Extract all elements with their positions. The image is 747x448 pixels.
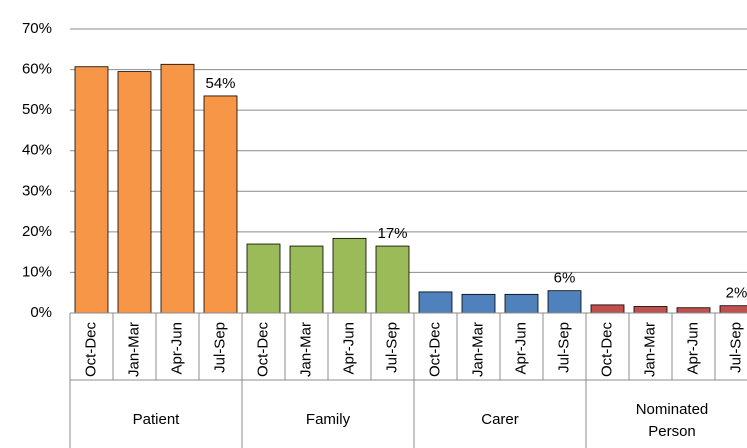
bar [332,237,367,314]
x-tick-label: Jan-Mar [641,322,658,377]
x-tick-label: Oct-Dec [82,322,99,378]
x-tick-label: Jul-Sep [555,322,572,373]
bar [117,71,152,314]
bar [74,66,109,314]
y-tick-label: 10% [22,263,52,280]
bar [160,63,195,314]
bar [633,306,668,314]
bar [375,245,410,314]
group-label-line: Person [648,423,696,440]
x-tick-label: Apr-Jun [340,322,357,375]
y-tick-label: 60% [22,61,52,78]
bar [504,293,539,314]
bar [719,305,747,314]
x-tick-label: Apr-Jun [512,322,529,375]
group-label: Carer [481,411,519,428]
y-tick-label: 0% [30,304,52,321]
group-label: Family [306,411,351,428]
data-label: 17% [377,225,407,242]
bar [547,290,582,314]
bar [676,307,711,314]
y-tick-label: 70% [22,20,52,37]
x-tick-label: Jul-Sep [727,322,744,373]
y-tick-label: 50% [22,101,52,118]
x-tick-label: Oct-Dec [598,322,615,378]
x-tick-label: Jul-Sep [211,322,228,373]
x-tick-label: Jan-Mar [125,322,142,377]
x-tick-label: Jan-Mar [469,322,486,377]
bar [590,304,625,314]
data-label: 6% [554,270,576,287]
bar [203,95,238,314]
x-tick-label: Apr-Jun [684,322,701,375]
bar [246,243,281,314]
x-tick-label: Oct-Dec [426,322,443,378]
data-label: 2% [726,285,747,302]
data-label: 54% [205,75,235,92]
x-tick-label: Jan-Mar [297,322,314,377]
y-tick-label: 30% [22,182,52,199]
x-tick-label: Apr-Jun [168,322,185,375]
x-tick-label: Jul-Sep [383,322,400,373]
group-label: Nominated Person [636,401,709,440]
group-label: Patient [133,411,181,428]
x-tick-label: Oct-Dec [254,322,271,378]
bar [418,291,453,314]
bar [289,245,324,314]
bar [461,293,496,314]
group-label-line: Nominated [636,401,709,418]
y-tick-label: 20% [22,223,52,240]
y-tick-label: 40% [22,142,52,159]
